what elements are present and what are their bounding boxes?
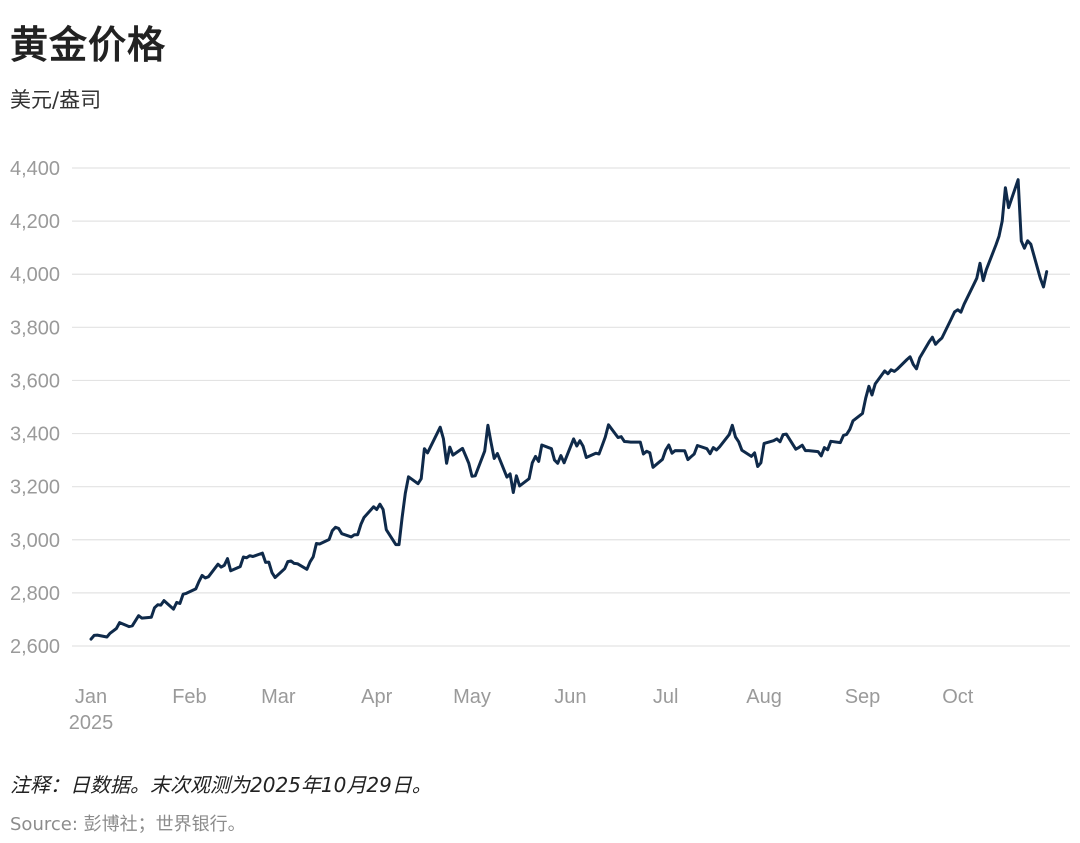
grid-lines — [72, 167, 1070, 647]
chart-source: Source: 彭博社；世界银行。 — [10, 814, 246, 835]
x-tick-label: Feb — [172, 686, 206, 708]
x-tick-label: May — [453, 686, 491, 708]
y-tick-label: 4,200 — [10, 211, 60, 233]
x-tick-label: Sep — [845, 686, 881, 708]
y-tick-label: 3,600 — [10, 370, 60, 392]
y-axis-tick-labels: 2,600 2,800 3,000 3,200 3,400 3,600 3,800 4,000… — [10, 158, 60, 658]
x-tick-year-label: 2025 — [69, 712, 114, 734]
x-tick-label: Aug — [746, 686, 782, 708]
x-tick-label: Jul — [653, 686, 679, 708]
y-tick-label: 3,000 — [10, 530, 60, 552]
x-tick-label: Apr — [361, 686, 392, 708]
x-tick-label: Mar — [261, 686, 296, 708]
chart-note: 注释：日数据。末次观测为2025年10月29日。 — [10, 773, 432, 797]
series-line — [89, 178, 1049, 641]
x-tick-label: Oct — [942, 686, 974, 708]
chart-subtitle: 美元/盎司 — [10, 88, 102, 112]
y-tick-label: 4,400 — [10, 158, 60, 180]
y-tick-label: 2,800 — [10, 583, 60, 605]
x-tick-label: Jan — [75, 686, 107, 708]
y-tick-label: 4,000 — [10, 264, 60, 286]
x-axis-tick-labels: Jan 2025 Feb Mar Apr May Jun Jul Aug Sep Oct — [69, 686, 974, 734]
price-series — [89, 178, 1049, 641]
y-tick-label: 2,600 — [10, 636, 60, 658]
chart-title: 黄金价格 — [10, 23, 167, 67]
y-tick-label: 3,200 — [10, 477, 60, 499]
x-tick-label: Jun — [554, 686, 586, 708]
y-tick-label: 3,400 — [10, 424, 60, 446]
y-tick-label: 3,800 — [10, 317, 60, 339]
